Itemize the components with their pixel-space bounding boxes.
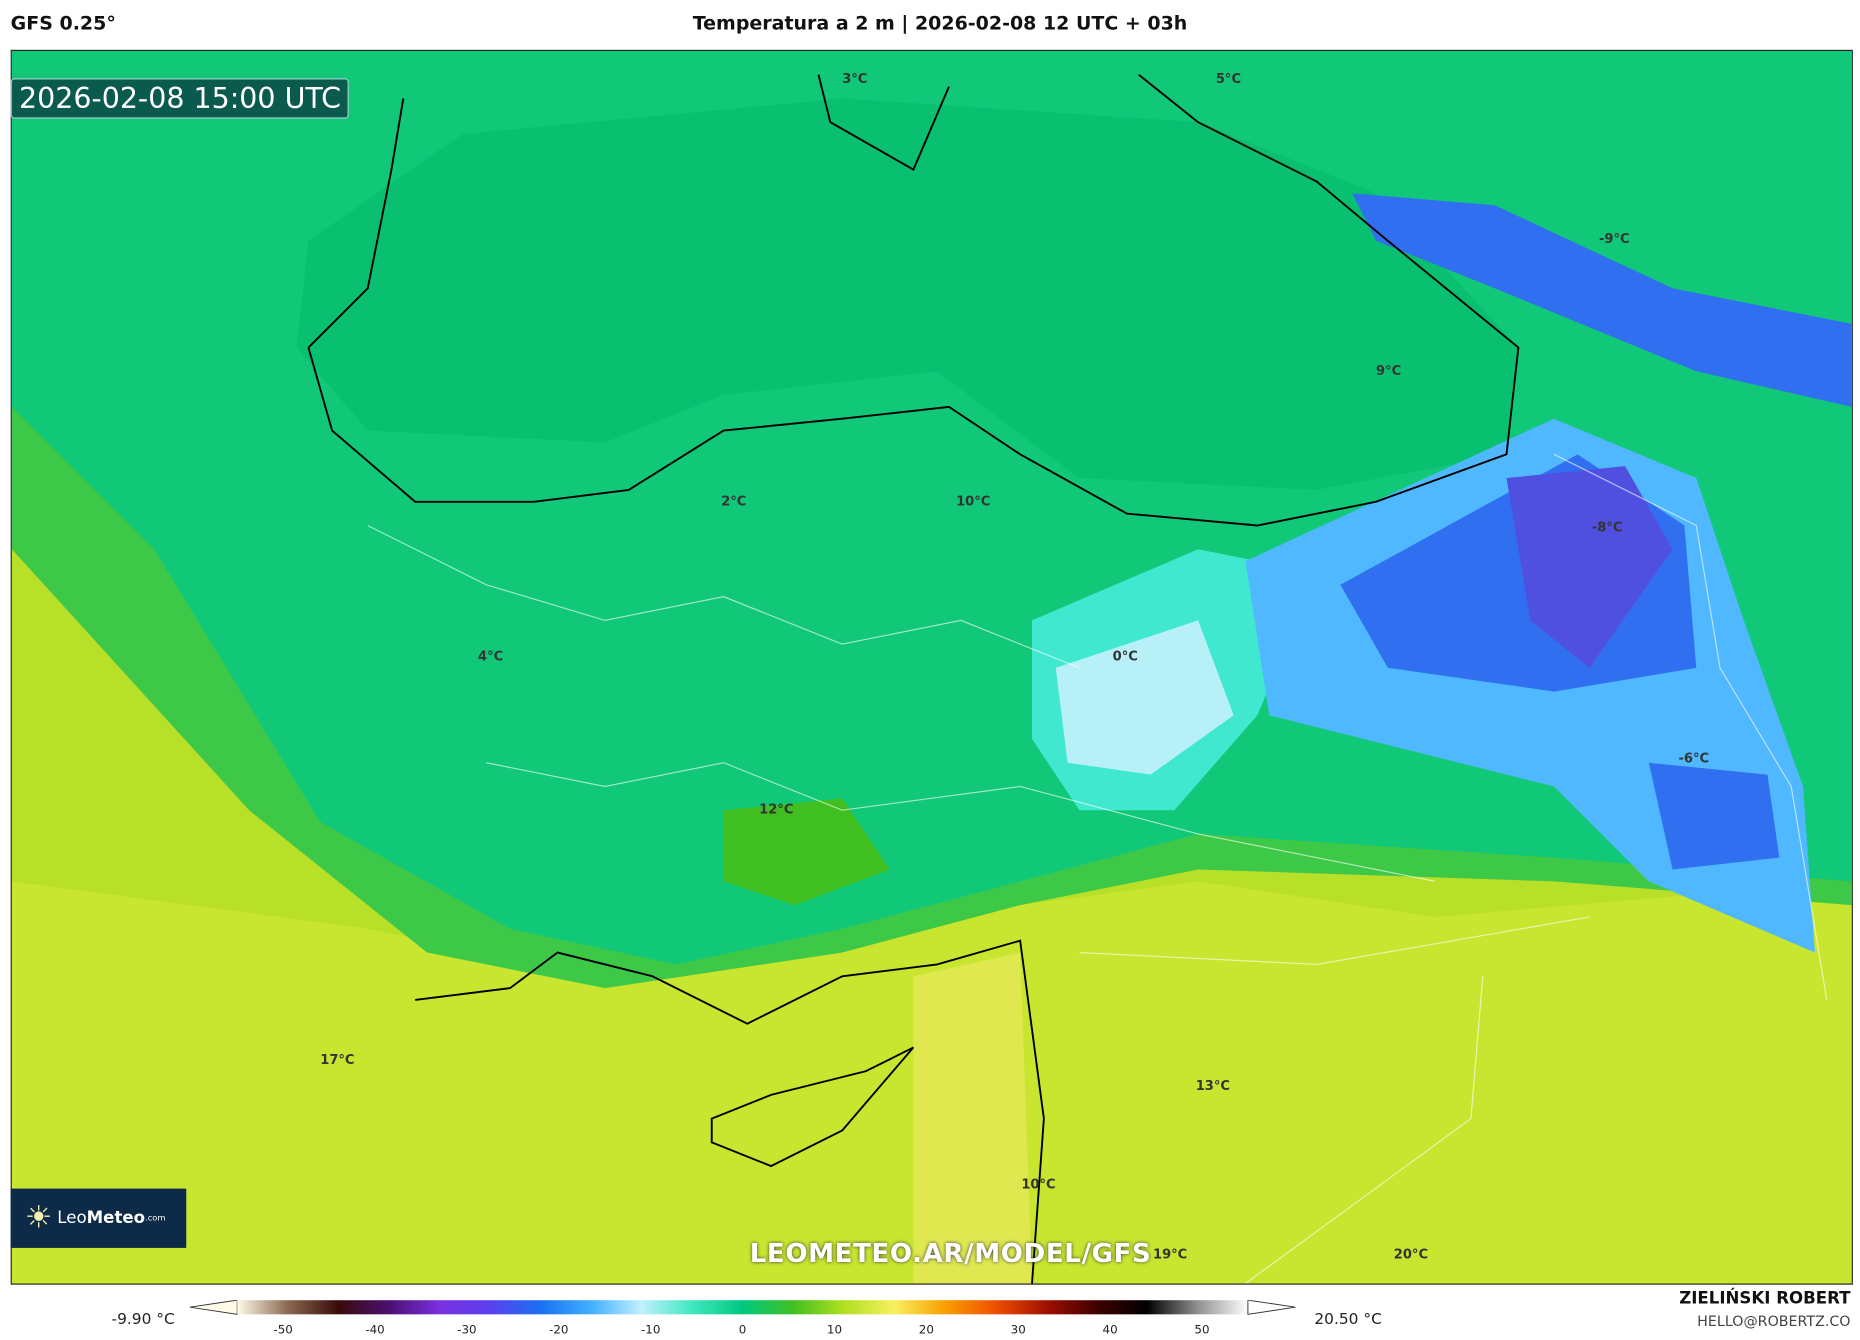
temp-label: 5°C — [1216, 72, 1241, 87]
colorbar-tick-label: -10 — [640, 1323, 661, 1337]
temp-label: 19°C — [1153, 1248, 1187, 1263]
temp-label: 2°C — [721, 494, 746, 509]
map-canvas: 3°C 5°C -9°C 9°C 2°C 10°C -8°C 4°C 0°C -… — [11, 51, 1852, 1284]
valid-time-stamp: 2026-02-08 15:00 UTC — [10, 78, 350, 119]
logo-text-bold: Meteo — [86, 1208, 146, 1228]
temp-label: 0°C — [1113, 650, 1138, 665]
colorbar-tick-label: 10 — [826, 1323, 843, 1337]
caucasus-cold — [1352, 193, 1852, 407]
borders — [367, 453, 1828, 1284]
map-title: Temperatura a 2 m | 2026-02-08 12 UTC + … — [692, 11, 1188, 35]
levant-coast — [913, 952, 1033, 1284]
temp-label: 4°C — [478, 650, 503, 665]
colorbar-tick-label: 50 — [1194, 1323, 1210, 1337]
temp-label: 10°C — [1021, 1178, 1055, 1193]
colorbar-min-label: -9.90 °C — [111, 1310, 175, 1329]
temperature-map[interactable]: 3°C 5°C -9°C 9°C 2°C 10°C -8°C 4°C 0°C -… — [10, 49, 1853, 1285]
watermark: LEOMETEO.AR/MODEL/GFS — [749, 1239, 1152, 1270]
colorbar-tick-label: -50 — [273, 1323, 293, 1337]
temp-label: 9°C — [1376, 364, 1401, 379]
temp-label: 3°C — [842, 72, 867, 87]
coldest-core — [1506, 466, 1673, 668]
temp-label: -9°C — [1599, 232, 1630, 247]
colorbar-tick-label: 30 — [1010, 1323, 1026, 1337]
model-name: GFS 0.25° — [10, 11, 116, 35]
temp-label: 10°C — [956, 494, 990, 509]
sun-icon: ☀ — [24, 1200, 53, 1237]
colorbar-tick-label: 40 — [1102, 1323, 1118, 1337]
leometeo-logo[interactable]: ☀ Leo Meteo .com — [10, 1188, 187, 1248]
colorbar-gradient — [237, 1300, 1248, 1315]
colorbar-tick-label: 20 — [918, 1323, 934, 1337]
coastlines — [307, 73, 1520, 1284]
warm-pocket — [723, 798, 890, 906]
zagros-cold — [1648, 762, 1780, 870]
temp-label: -6°C — [1679, 752, 1710, 767]
colorbar-tick-label: -30 — [457, 1323, 477, 1337]
colorbar-tick-label: -40 — [365, 1323, 385, 1337]
colorbar-min-extend — [189, 1300, 238, 1315]
author-email[interactable]: HELLO@ROBERTZ.CO — [1697, 1313, 1851, 1330]
temperature-labels: 3°C 5°C -9°C 9°C 2°C 10°C -8°C 4°C 0°C -… — [320, 72, 1709, 1263]
freezing-zone — [1055, 620, 1234, 775]
logo-text-light: Leo — [57, 1208, 87, 1228]
temp-label: 17°C — [320, 1053, 354, 1068]
temp-label: 20°C — [1394, 1248, 1428, 1263]
colorbar-max-label: 20.50 °C — [1314, 1310, 1382, 1329]
colorbar-tick-label: -20 — [549, 1323, 569, 1337]
black-sea — [296, 98, 1519, 490]
author-name: ZIELIŃSKI ROBERT — [1679, 1289, 1851, 1309]
colorbar-max-extend — [1247, 1300, 1296, 1315]
temp-label: 12°C — [759, 803, 793, 818]
temp-label: -8°C — [1592, 520, 1623, 535]
temp-label: 13°C — [1196, 1079, 1230, 1094]
logo-suffix: .com — [145, 1213, 166, 1223]
colorbar-tick-label: 0 — [738, 1323, 747, 1337]
colorbar — [189, 1300, 1296, 1315]
